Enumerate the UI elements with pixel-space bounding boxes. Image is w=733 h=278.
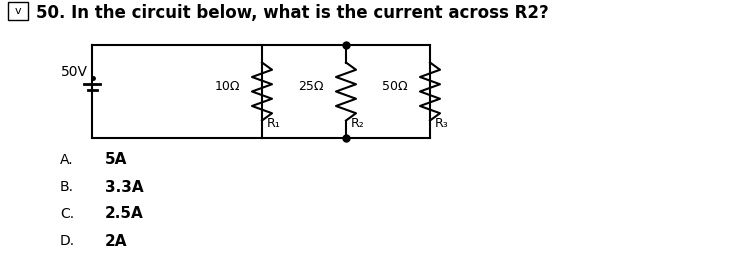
Text: 50Ω: 50Ω <box>383 80 408 93</box>
Text: v: v <box>15 6 21 16</box>
Text: 5A: 5A <box>105 153 128 168</box>
Text: C.: C. <box>60 207 74 221</box>
Text: 3.3A: 3.3A <box>105 180 144 195</box>
Text: R₂: R₂ <box>351 117 365 130</box>
Text: R₁: R₁ <box>267 117 281 130</box>
FancyBboxPatch shape <box>8 2 28 20</box>
Text: R₃: R₃ <box>435 117 449 130</box>
Text: 50. In the circuit below, what is the current across R2?: 50. In the circuit below, what is the cu… <box>36 4 549 22</box>
Text: D.: D. <box>60 234 75 248</box>
Text: B.: B. <box>60 180 74 194</box>
Text: 2.5A: 2.5A <box>105 207 144 222</box>
Text: 10Ω: 10Ω <box>215 80 240 93</box>
Text: A.: A. <box>60 153 73 167</box>
Text: 2A: 2A <box>105 234 128 249</box>
Text: 25Ω: 25Ω <box>298 80 324 93</box>
Text: 50V: 50V <box>61 64 87 78</box>
